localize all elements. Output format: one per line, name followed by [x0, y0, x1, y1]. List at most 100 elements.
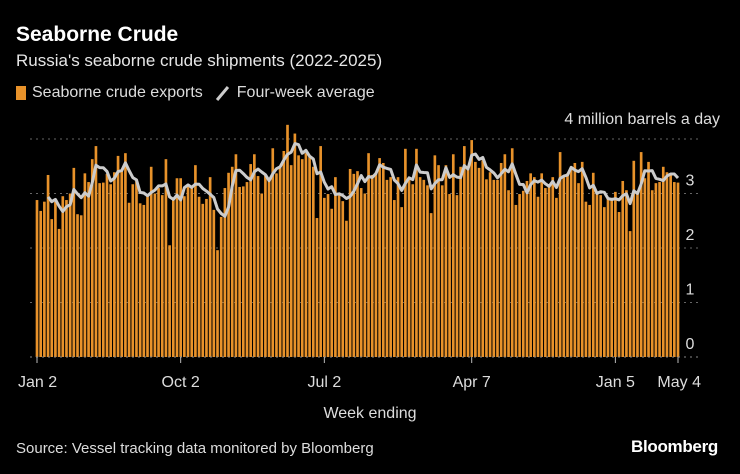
bar — [113, 172, 116, 357]
bar — [628, 231, 632, 357]
bar — [76, 214, 79, 357]
bar — [514, 204, 518, 357]
bar — [518, 194, 521, 357]
bar — [219, 216, 223, 357]
bar — [617, 212, 621, 357]
bar — [536, 196, 540, 357]
y-tick-label: 2 — [686, 227, 695, 244]
bar — [341, 201, 345, 357]
bar — [396, 177, 400, 357]
legend-label-exports: Seaborne crude exports — [32, 84, 203, 101]
bar — [216, 250, 219, 357]
bar — [68, 193, 72, 357]
bar — [451, 154, 455, 357]
bar — [636, 191, 639, 357]
bar — [43, 201, 46, 357]
bar — [35, 200, 39, 357]
bar — [418, 177, 422, 357]
bar — [201, 203, 205, 357]
bar — [109, 184, 112, 357]
bar — [304, 153, 308, 357]
bar — [610, 197, 614, 357]
bar — [378, 158, 381, 357]
bar — [411, 184, 415, 357]
bar — [477, 167, 481, 357]
bar — [632, 160, 636, 357]
bar — [599, 195, 602, 357]
bar — [381, 162, 385, 357]
bar — [547, 186, 551, 357]
bar — [190, 188, 194, 357]
bar — [275, 173, 278, 357]
bar — [481, 160, 485, 357]
bar — [507, 190, 510, 357]
bar — [669, 174, 672, 357]
bar — [208, 177, 212, 357]
bar — [278, 167, 282, 357]
bar — [650, 190, 654, 357]
bar — [157, 188, 160, 357]
four-week-average-line — [46, 142, 680, 218]
bar — [485, 179, 488, 357]
bar — [72, 167, 76, 357]
bar — [551, 177, 555, 357]
bar — [407, 178, 411, 357]
bar — [595, 194, 599, 357]
bar — [540, 173, 544, 357]
bar — [603, 207, 606, 358]
x-axis-title: Week ending — [323, 405, 417, 422]
bar — [510, 148, 514, 357]
bar — [256, 176, 260, 357]
bar — [529, 173, 532, 357]
bar — [116, 155, 120, 357]
bar — [57, 228, 61, 357]
bar — [466, 167, 470, 357]
bar — [297, 155, 300, 357]
bar — [194, 165, 197, 357]
x-tick-label: Jan 2 — [18, 374, 57, 391]
bar — [415, 148, 418, 357]
bar — [238, 186, 241, 357]
bar — [389, 177, 392, 357]
bar — [429, 213, 433, 357]
bar — [105, 173, 109, 357]
bar — [120, 170, 124, 357]
bar — [337, 195, 341, 357]
bar — [345, 220, 348, 357]
bar — [223, 188, 227, 357]
bar — [658, 182, 661, 357]
bar — [253, 154, 256, 357]
bar — [625, 190, 628, 357]
x-tick-label: Jul 2 — [307, 374, 341, 391]
bar — [83, 173, 87, 357]
bar — [676, 182, 680, 357]
bar — [440, 185, 444, 357]
bar — [138, 203, 142, 357]
bar — [562, 177, 566, 357]
bar — [171, 197, 175, 357]
bar — [293, 133, 297, 357]
bar — [492, 179, 496, 358]
bar — [289, 165, 293, 357]
bar — [566, 173, 569, 357]
bar — [503, 154, 507, 357]
bar — [352, 173, 356, 357]
source-note: Source: Vessel tracking data monitored b… — [16, 440, 374, 457]
bar — [153, 193, 157, 357]
bar — [348, 168, 352, 357]
bar — [197, 196, 201, 357]
bar — [404, 148, 407, 357]
bar — [621, 180, 625, 357]
bar — [79, 215, 83, 357]
bar — [577, 183, 580, 357]
y-tick-label: 0 — [686, 336, 695, 353]
bar — [326, 194, 330, 357]
bar — [271, 148, 275, 357]
bar — [164, 159, 168, 357]
bar — [101, 182, 105, 357]
bar — [661, 166, 665, 357]
bar — [359, 188, 363, 357]
bar — [558, 152, 562, 357]
bar — [205, 198, 208, 357]
